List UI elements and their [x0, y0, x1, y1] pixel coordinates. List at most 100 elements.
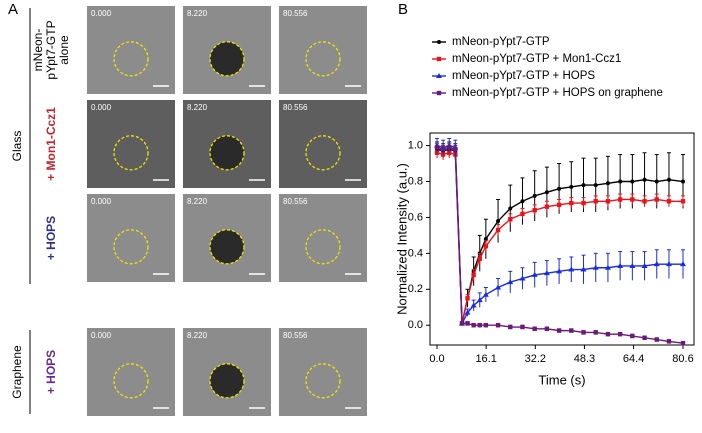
panel-label: B [398, 1, 408, 18]
marker [470, 302, 477, 308]
series-line [436, 148, 684, 324]
y-tick-label: 0.4 [408, 247, 423, 259]
marker [483, 323, 489, 328]
x-tick-label: 48.3 [574, 353, 595, 365]
series-line [436, 144, 684, 327]
marker [482, 291, 489, 297]
micrograph [279, 100, 367, 188]
marker [618, 179, 623, 184]
marker [569, 328, 574, 333]
roi-circle [209, 41, 245, 77]
series-line [436, 152, 684, 324]
marker [568, 266, 575, 272]
marker [569, 184, 574, 189]
row-label: pYpt7-GTP [44, 20, 58, 79]
timestamp: 80.556 [283, 197, 308, 206]
y-axis-label: Normalized Intensity (a.u.) [394, 163, 409, 315]
x-axis-label: Time (s) [538, 372, 585, 387]
roi-circle [305, 135, 341, 171]
bleached-spot [210, 229, 244, 264]
marker [642, 199, 647, 204]
marker [520, 211, 525, 217]
panel-label: A [8, 1, 18, 18]
y-tick-label: 0.8 [408, 175, 423, 187]
bleached-spot [210, 363, 244, 398]
roi-circle [209, 135, 245, 171]
marker [605, 181, 610, 186]
roi-circle [113, 229, 149, 265]
marker [477, 256, 482, 261]
marker [681, 179, 686, 184]
marker [532, 193, 537, 198]
row-label: + Mon1-Ccz1 [44, 107, 58, 181]
marker [496, 219, 501, 224]
row-label: + HOPS [44, 216, 58, 260]
micrograph [87, 328, 175, 416]
marker [544, 190, 549, 195]
marker [471, 323, 476, 328]
marker [544, 204, 550, 209]
legend-marker [436, 90, 442, 96]
marker [617, 197, 623, 202]
marker [654, 337, 659, 342]
timestamp: 0.000 [91, 9, 112, 18]
y-tick-label: 0.6 [408, 211, 423, 223]
marker [642, 177, 647, 182]
marker [464, 309, 471, 315]
marker [604, 264, 611, 270]
marker [476, 297, 483, 303]
micrograph [279, 6, 367, 94]
legend-marker [437, 40, 441, 44]
marker [654, 197, 659, 202]
marker [666, 199, 672, 204]
row-label: + HOPS [44, 350, 58, 394]
marker [617, 332, 623, 337]
group-label: Graphene [10, 345, 24, 399]
series-line [436, 146, 684, 344]
row-label: alone [57, 35, 71, 65]
marker [665, 261, 672, 267]
marker [531, 271, 538, 277]
marker [465, 321, 470, 326]
marker [630, 179, 635, 184]
marker [508, 206, 513, 211]
marker [453, 146, 458, 152]
roi-circle [305, 229, 341, 265]
marker [557, 186, 562, 191]
marker [543, 270, 550, 276]
marker [532, 326, 537, 332]
marker [569, 200, 574, 206]
timestamp: 80.556 [283, 9, 308, 18]
marker [483, 243, 489, 249]
marker [556, 268, 563, 274]
roi-circle [113, 363, 149, 399]
marker [459, 321, 465, 326]
marker [593, 330, 598, 335]
plot-frame [429, 132, 695, 346]
roi-circle [113, 41, 149, 77]
roi-circle [113, 135, 149, 171]
roi-circle [209, 363, 245, 399]
marker [520, 324, 525, 330]
bleached-spot [210, 135, 244, 170]
timestamp: 8.220 [187, 331, 208, 340]
x-tick-label: 32.2 [525, 353, 546, 365]
marker [465, 296, 470, 301]
marker [680, 261, 687, 267]
marker [507, 279, 514, 285]
timestamp: 80.556 [283, 103, 308, 112]
legend-label: mNeon-pYpt7-GTP + Mon1-Ccz1 [452, 53, 621, 65]
y-tick-label: 1.0 [408, 139, 423, 151]
marker [520, 199, 525, 204]
marker [532, 208, 537, 213]
bleached-spot [210, 41, 244, 76]
timestamp: 8.220 [187, 197, 208, 206]
legend-label: mNeon-pYpt7-GTP + HOPS on graphene [452, 87, 663, 99]
timestamp: 8.220 [187, 103, 208, 112]
marker [544, 326, 550, 332]
y-tick-label: 0.0 [408, 319, 423, 331]
marker [666, 177, 671, 182]
marker [447, 145, 452, 150]
legend-marker [436, 56, 442, 62]
marker [483, 237, 488, 241]
